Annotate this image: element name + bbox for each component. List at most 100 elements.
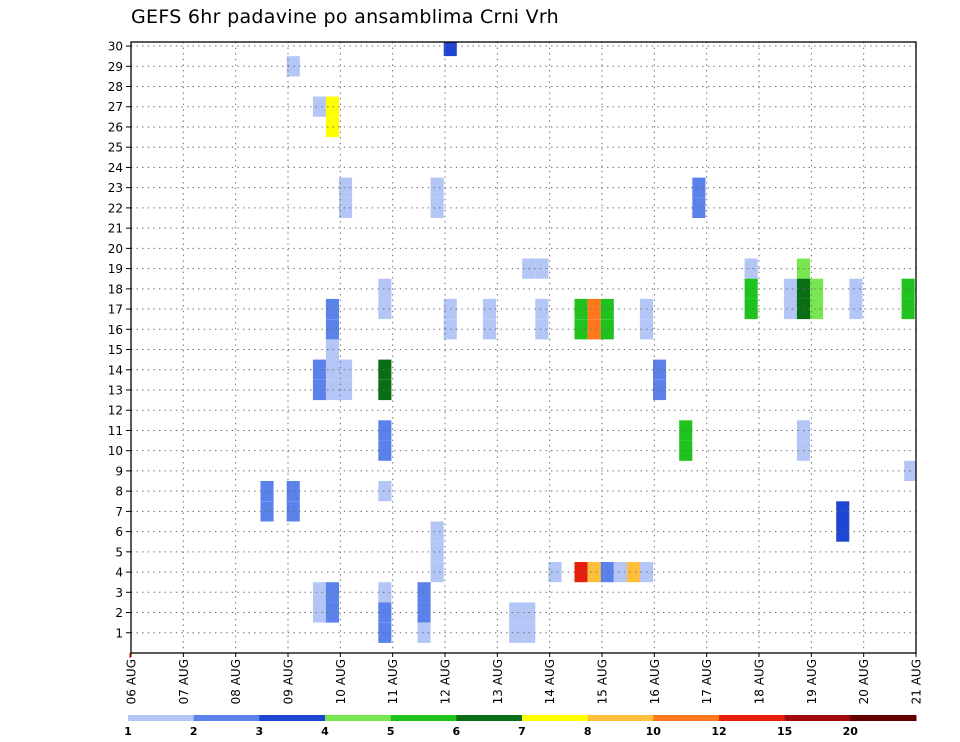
precip-cell bbox=[613, 562, 627, 583]
precip-cell bbox=[430, 562, 444, 583]
y-tick-label: 16 bbox=[108, 323, 123, 337]
y-tick-label: 30 bbox=[108, 40, 123, 54]
precip-cell bbox=[535, 319, 549, 340]
precip-cell bbox=[587, 298, 601, 320]
precip-cell bbox=[260, 481, 274, 502]
y-tick-label: 12 bbox=[108, 404, 123, 418]
legend-swatch bbox=[522, 715, 589, 721]
x-tick-label: 16 AUG bbox=[648, 659, 662, 704]
precip-cell bbox=[901, 298, 915, 320]
precip-cell bbox=[312, 379, 326, 401]
precip-cell bbox=[325, 339, 339, 360]
precip-cell bbox=[574, 562, 588, 583]
x-tick-label: 06 AUG bbox=[125, 659, 139, 704]
precip-cell bbox=[653, 379, 667, 401]
precip-cell bbox=[744, 298, 758, 320]
legend-swatch bbox=[128, 715, 195, 721]
precip-cell bbox=[509, 602, 523, 623]
legend-label: 10 bbox=[646, 725, 662, 738]
y-tick-label: 18 bbox=[108, 282, 123, 296]
precip-cell bbox=[535, 298, 549, 320]
legend-label: 12 bbox=[711, 725, 726, 738]
precip-cell bbox=[312, 359, 326, 380]
x-tick-label: 15 AUG bbox=[596, 659, 610, 704]
y-tick-label: 17 bbox=[108, 303, 123, 317]
precip-cell bbox=[810, 278, 824, 299]
y-tick-label: 7 bbox=[115, 505, 123, 519]
precip-cell bbox=[535, 258, 549, 279]
precip-cell bbox=[339, 197, 353, 218]
precip-cell bbox=[587, 562, 601, 583]
precip-cell bbox=[286, 56, 300, 77]
precip-cell bbox=[548, 562, 562, 583]
y-tick-label: 1 bbox=[115, 626, 123, 640]
legend-label: 8 bbox=[584, 725, 592, 738]
precip-cell bbox=[692, 177, 706, 198]
precip-cell bbox=[325, 582, 339, 603]
precip-cell bbox=[312, 96, 326, 117]
precip-cell bbox=[339, 177, 353, 198]
precip-cell bbox=[430, 521, 444, 542]
precip-cell bbox=[325, 379, 339, 401]
precip-cell bbox=[378, 622, 392, 643]
legend-swatch bbox=[784, 715, 851, 721]
precip-cell bbox=[417, 602, 431, 623]
precip-cell bbox=[378, 440, 392, 461]
precip-cell bbox=[417, 582, 431, 603]
precip-cell bbox=[378, 359, 392, 380]
legend-swatch bbox=[193, 715, 260, 721]
x-tick-label: 11 AUG bbox=[386, 659, 400, 704]
precip-cell bbox=[378, 420, 392, 441]
precip-cell bbox=[339, 379, 353, 401]
legend-swatch bbox=[653, 715, 720, 721]
precip-cell bbox=[378, 379, 392, 401]
legend-swatch bbox=[719, 715, 786, 721]
plot-frame bbox=[130, 41, 917, 654]
precip-cell bbox=[810, 298, 824, 320]
legend-swatch bbox=[259, 715, 326, 721]
x-tick-label: 13 AUG bbox=[491, 659, 505, 704]
y-tick-label: 13 bbox=[108, 383, 123, 397]
x-tick-label: 19 AUG bbox=[805, 659, 819, 704]
precip-cell bbox=[783, 298, 797, 320]
precip-cell bbox=[430, 177, 444, 198]
precip-cell bbox=[626, 562, 640, 583]
y-tick-label: 3 bbox=[115, 586, 123, 600]
chart-title: GEFS 6hr padavine po ansamblima Crni Vrh bbox=[131, 6, 559, 28]
precip-cell bbox=[574, 319, 588, 340]
y-tick-label: 11 bbox=[108, 424, 123, 438]
x-tick-label: 20 AUG bbox=[857, 659, 871, 704]
y-tick-label: 28 bbox=[108, 80, 123, 94]
precip-cell bbox=[378, 602, 392, 623]
x-tick-label: 09 AUG bbox=[282, 659, 296, 704]
legend-label: 3 bbox=[255, 725, 263, 738]
precip-cell bbox=[692, 197, 706, 218]
grid-layer bbox=[131, 42, 916, 653]
precip-cell bbox=[325, 116, 339, 138]
precip-cell bbox=[325, 359, 339, 380]
legend-label: 7 bbox=[518, 725, 526, 738]
legend-swatch bbox=[390, 715, 457, 721]
legend-label: 1 bbox=[124, 725, 132, 738]
precip-cell bbox=[325, 298, 339, 320]
x-tick-label: 21 AUG bbox=[910, 659, 924, 704]
x-tick-label: 17 AUG bbox=[700, 659, 714, 704]
precip-cell bbox=[587, 319, 601, 340]
y-tick-label: 29 bbox=[108, 60, 123, 74]
legend-label: 5 bbox=[387, 725, 395, 738]
y-tick-label: 21 bbox=[108, 222, 123, 236]
precip-cell bbox=[325, 319, 339, 340]
legend-swatch bbox=[850, 715, 917, 721]
y-tick-label: 25 bbox=[108, 141, 123, 155]
y-tick-label: 9 bbox=[115, 464, 123, 478]
precip-cell bbox=[286, 481, 300, 502]
precip-cell bbox=[783, 278, 797, 299]
x-tick-label: 08 AUG bbox=[229, 659, 243, 704]
x-tick-label: 18 AUG bbox=[753, 659, 767, 704]
x-tick-label: 07 AUG bbox=[177, 659, 191, 704]
precip-cell bbox=[509, 622, 523, 643]
cell-layer bbox=[260, 42, 916, 643]
precip-cell bbox=[653, 359, 667, 380]
legend-label: 4 bbox=[321, 725, 329, 738]
